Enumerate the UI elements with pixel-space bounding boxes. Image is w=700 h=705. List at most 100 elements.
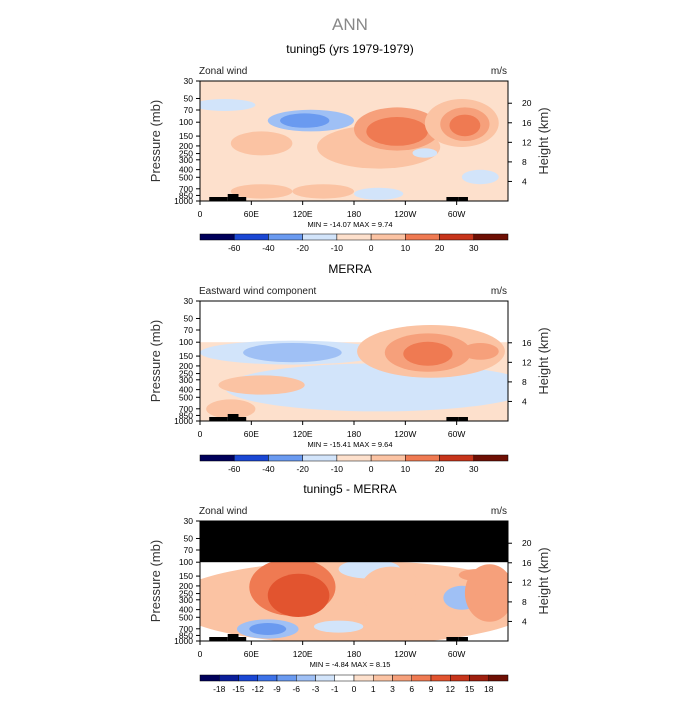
- topography: [209, 197, 228, 201]
- contour-level: [292, 184, 355, 199]
- height-tick-label: 16: [522, 118, 532, 128]
- colorbar-label: -10: [331, 243, 344, 253]
- y-tick-label: 400: [179, 165, 193, 175]
- x-tick-label: 60W: [448, 209, 465, 219]
- y-tick-label: 850: [179, 190, 193, 200]
- y-tick-label: 250: [179, 149, 193, 159]
- height-tick-label: 20: [522, 538, 532, 548]
- y-tick-label: 70: [184, 105, 194, 115]
- contour-level: [230, 131, 293, 156]
- y-tick-label: 150: [179, 131, 193, 141]
- x-tick-label: 180: [347, 429, 361, 439]
- figure-title: ANN: [332, 15, 368, 34]
- colorbar-box: [353, 674, 374, 682]
- colorbar-label: 20: [435, 464, 445, 474]
- y-tick-label: 200: [179, 581, 193, 591]
- y-tick-label: 500: [179, 392, 193, 402]
- colorbar-label: 6: [409, 684, 414, 694]
- colorbar-label: -40: [262, 243, 275, 253]
- topography: [236, 417, 247, 421]
- colorbar-box: [276, 674, 297, 682]
- x-tick-label: 0: [198, 429, 203, 439]
- colorbar-label: -20: [297, 243, 310, 253]
- height-tick-label: 8: [522, 597, 527, 607]
- contour-level: [267, 573, 330, 618]
- colorbar-box: [199, 233, 235, 241]
- colorbar-label: 18: [484, 684, 494, 694]
- contour-field: [200, 521, 508, 641]
- min-max-text: MIN = -4.84 MAX = 8.15: [310, 660, 391, 669]
- colorbar-label: 0: [352, 684, 357, 694]
- colorbar-label: 12: [446, 684, 456, 694]
- height-tick-label: 4: [522, 616, 527, 626]
- y-tick-label: 300: [179, 375, 193, 385]
- colorbar-box: [450, 674, 470, 682]
- y-tick-label: 400: [179, 605, 193, 615]
- units-label: m/s: [491, 286, 507, 297]
- height-axis-label: Height (km): [536, 327, 551, 394]
- height-tick-label: 20: [522, 98, 532, 108]
- colorbar-label: 30: [469, 464, 479, 474]
- contour-level: [412, 148, 438, 158]
- x-tick-label: 120E: [293, 429, 313, 439]
- y-tick-label: 150: [179, 351, 193, 361]
- y-tick-label: 300: [179, 155, 193, 165]
- y-tick-label: 200: [179, 141, 193, 151]
- contour-level: [249, 623, 287, 635]
- colorbar-box: [439, 233, 475, 241]
- x-tick-label: 60E: [244, 429, 259, 439]
- panel-title: tuning5 - MERRA: [303, 482, 396, 496]
- colorbar-box: [336, 454, 372, 462]
- y-tick-label: 250: [179, 589, 193, 599]
- y-tick-label: 1000: [174, 636, 193, 646]
- height-tick-label: 4: [522, 176, 527, 186]
- y-axis-label: Pressure (mb): [148, 100, 163, 182]
- colorbar-box: [488, 674, 509, 682]
- colorbar-box: [199, 674, 220, 682]
- x-tick-label: 120W: [394, 649, 416, 659]
- units-label: m/s: [491, 506, 507, 517]
- colorbar-label: 1: [371, 684, 376, 694]
- x-tick-label: 120W: [394, 429, 416, 439]
- contour-level: [461, 343, 499, 360]
- x-tick-label: 60E: [244, 649, 259, 659]
- topography: [209, 637, 228, 641]
- y-tick-label: 700: [179, 624, 193, 634]
- colorbar-box: [233, 233, 269, 241]
- colorbar-box: [296, 674, 316, 682]
- colorbar-box: [370, 233, 406, 241]
- topography: [458, 637, 468, 641]
- height-tick-label: 16: [522, 558, 532, 568]
- colorbar-label: 0: [369, 464, 374, 474]
- y-tick-label: 500: [179, 612, 193, 622]
- height-axis-label: Height (km): [536, 107, 551, 174]
- contour-level: [243, 343, 342, 363]
- colorbar-label: -6: [292, 684, 300, 694]
- colorbar-label: -18: [213, 684, 226, 694]
- units-label: m/s: [491, 66, 507, 77]
- contour-level: [200, 99, 256, 111]
- x-tick-label: 0: [198, 649, 203, 659]
- topography: [236, 197, 247, 201]
- colorbar-box: [370, 454, 406, 462]
- colorbar-box: [439, 454, 475, 462]
- height-tick-label: 4: [522, 396, 527, 406]
- colorbar-box: [473, 233, 509, 241]
- y-tick-label: 1000: [174, 416, 193, 426]
- panel-title: tuning5 (yrs 1979-1979): [286, 42, 413, 56]
- contour-level: [449, 114, 481, 137]
- height-tick-label: 8: [522, 377, 527, 387]
- x-tick-label: 180: [347, 209, 361, 219]
- x-tick-label: 60W: [448, 649, 465, 659]
- variable-label: Eastward wind component: [199, 286, 317, 297]
- colorbar-box: [334, 674, 355, 682]
- colorbar-label: 3: [390, 684, 395, 694]
- y-tick-label: 700: [179, 404, 193, 414]
- y-tick-label: 100: [179, 337, 193, 347]
- colorbar-label: -60: [228, 243, 241, 253]
- colorbar-box: [430, 674, 451, 682]
- colorbar-label: -15: [232, 684, 245, 694]
- colorbar-label: 20: [435, 243, 445, 253]
- height-axis-label: Height (km): [536, 547, 551, 614]
